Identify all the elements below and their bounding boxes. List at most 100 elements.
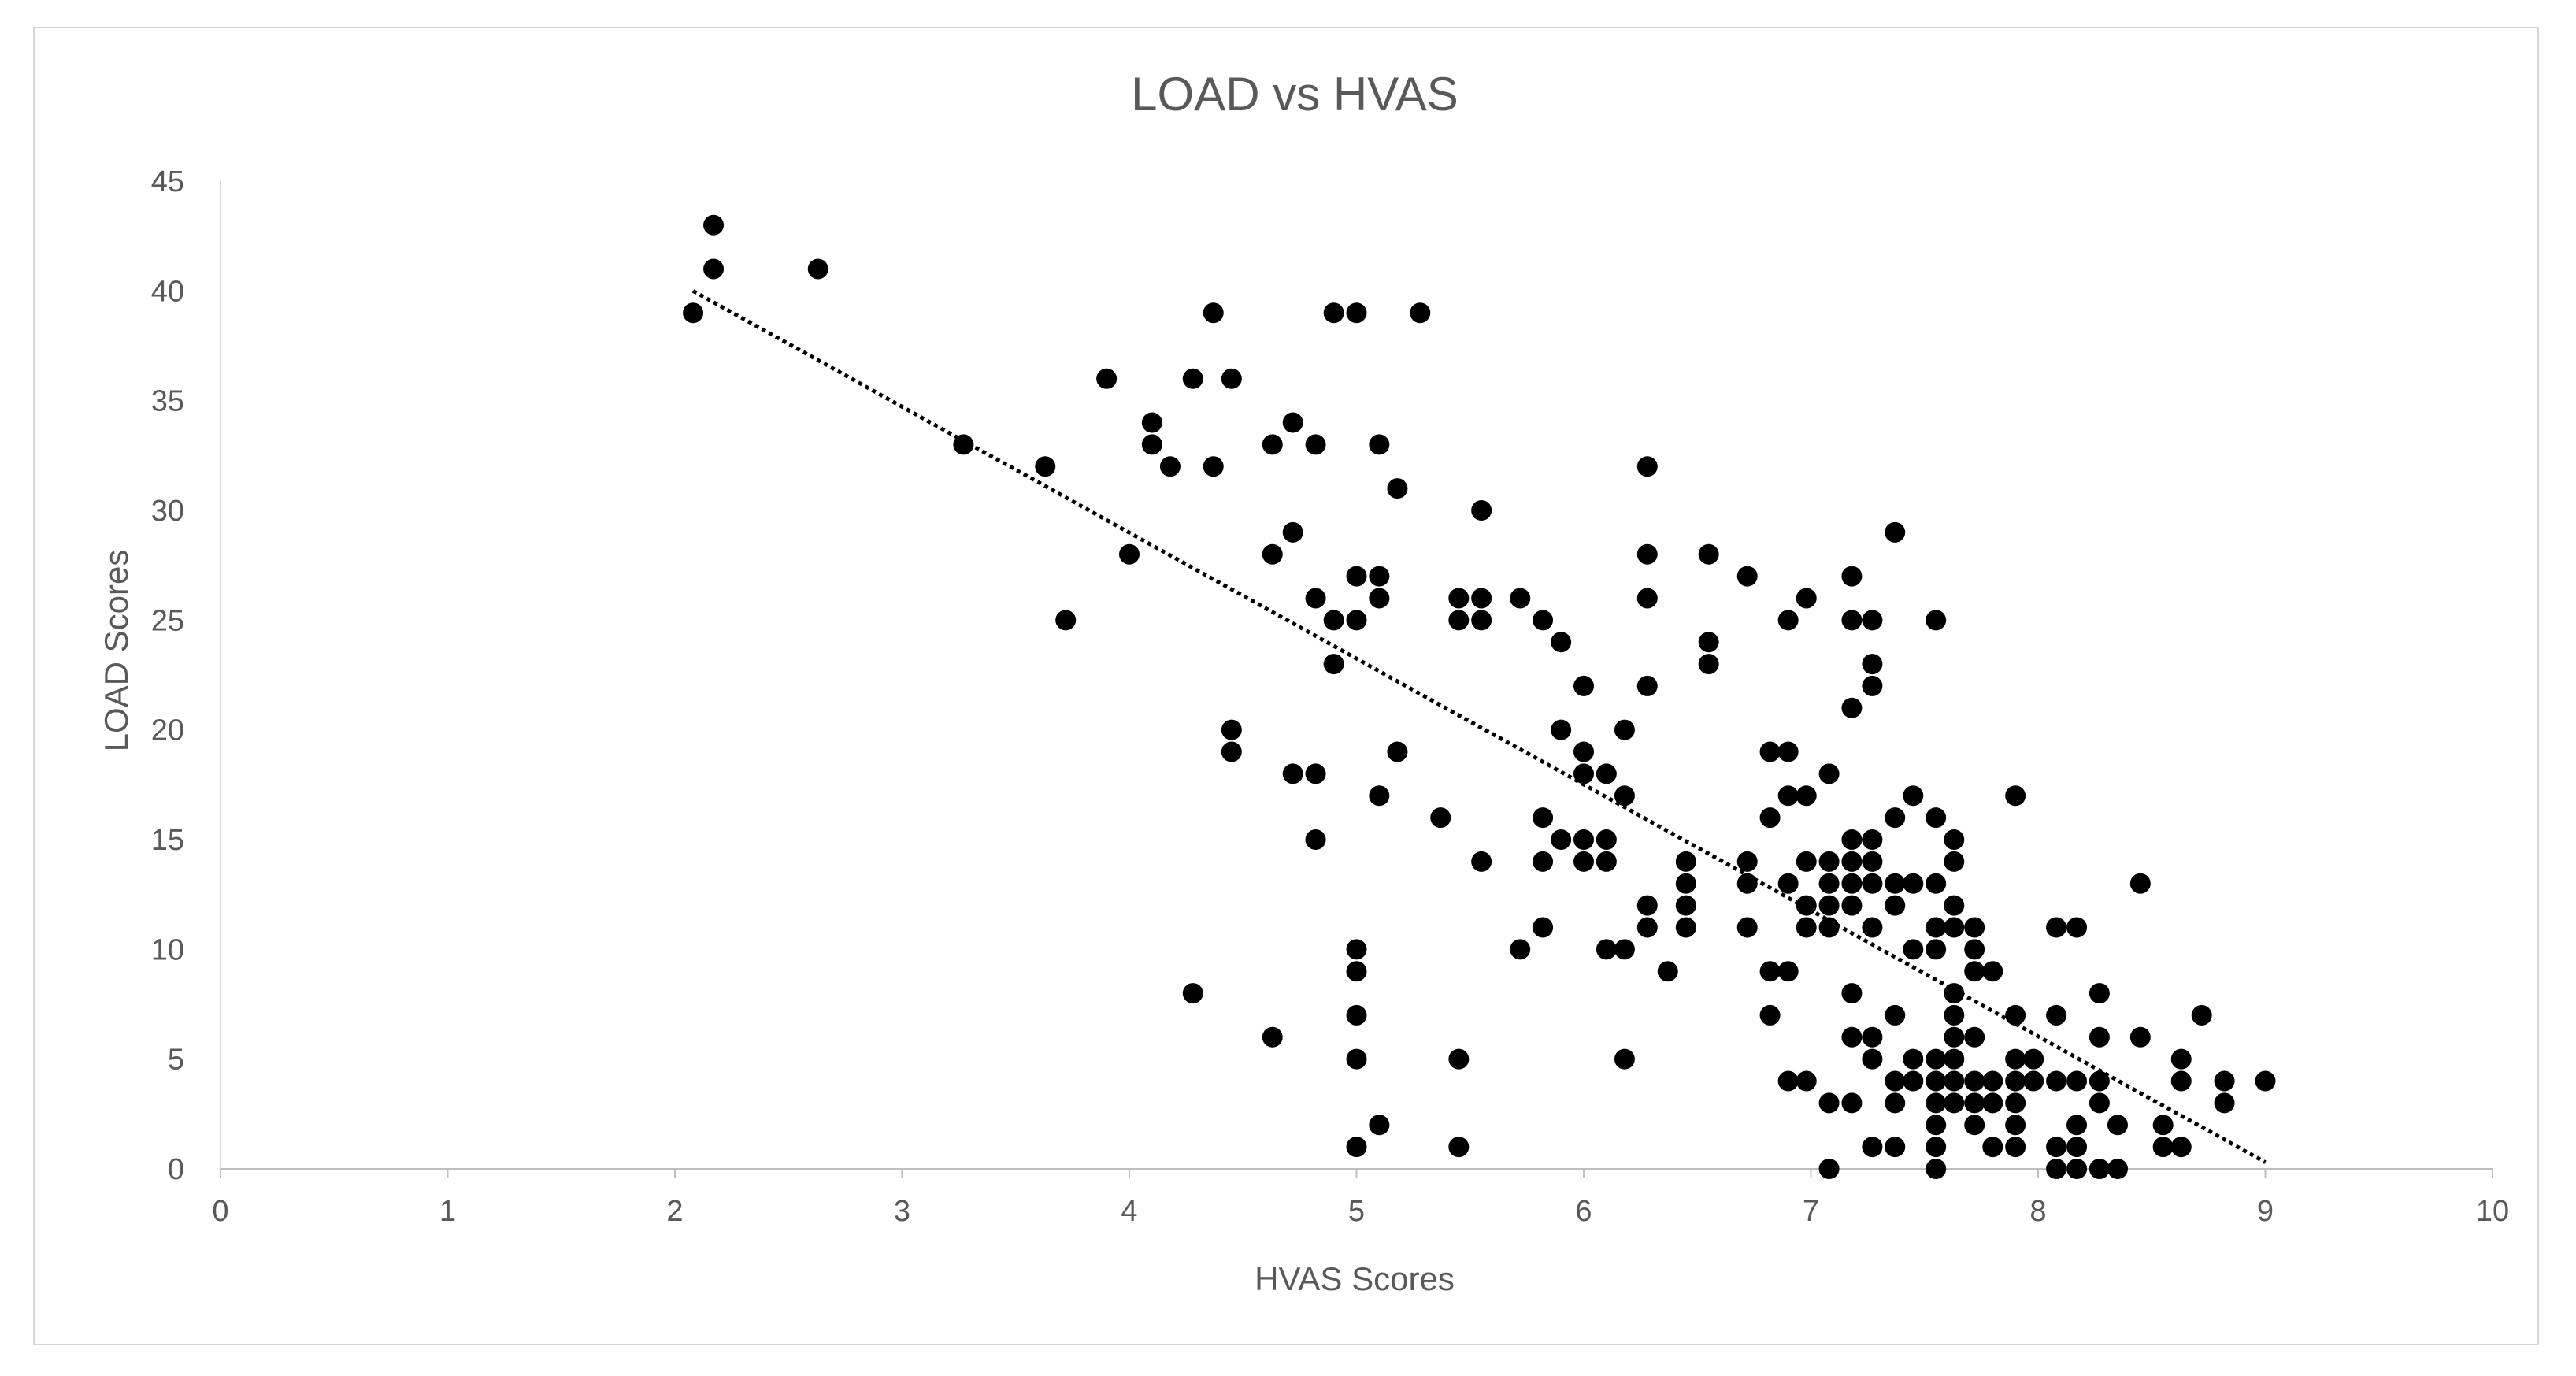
data-point (1573, 675, 1594, 696)
data-point (1035, 456, 1056, 477)
data-point (1777, 961, 1799, 982)
data-point (1675, 851, 1696, 872)
data-point (1448, 1137, 1470, 1158)
y-tick-label: 30 (151, 495, 184, 528)
data-point (2170, 1048, 2192, 1070)
trendline (691, 289, 2267, 1164)
data-point (1346, 610, 1367, 631)
x-tick-label: 3 (894, 1195, 910, 1228)
y-axis: 0 5 10 15 20 25 30 35 40 45 (151, 165, 221, 1186)
data-point (1885, 1092, 1906, 1114)
data-point (1698, 654, 1719, 675)
data-point (1818, 1092, 1840, 1114)
data-point (1533, 807, 1554, 829)
data-point (1573, 763, 1594, 784)
data-point (1926, 1115, 1947, 1136)
chart-title: LOAD vs HVAS (1131, 68, 1458, 121)
data-point (1141, 412, 1162, 433)
data-point (1818, 873, 1840, 894)
data-point (1305, 588, 1326, 609)
data-point (1982, 1137, 2003, 1158)
y-tick-label: 25 (151, 604, 184, 637)
data-point (1346, 961, 1367, 982)
data-point (1964, 1070, 1985, 1092)
data-point (1323, 302, 1344, 324)
data-point (2046, 917, 2067, 938)
data-point (1510, 939, 1531, 960)
data-point (2107, 1115, 2128, 1136)
data-point (1926, 1092, 1947, 1114)
data-point (1818, 1159, 1840, 1179)
data-point (1262, 434, 1283, 455)
data-point (1885, 1137, 1906, 1158)
data-point (1862, 873, 1883, 894)
data-point (1777, 873, 1799, 894)
data-point (1926, 917, 1947, 938)
data-point (1885, 873, 1906, 894)
data-point (1964, 1026, 1985, 1048)
data-point (2005, 1137, 2026, 1158)
data-point (1346, 1137, 1367, 1158)
data-point (1818, 851, 1840, 872)
data-point (1596, 829, 1617, 850)
data-point (2089, 1092, 2110, 1114)
data-point (1903, 785, 1924, 807)
data-point (2191, 1004, 2212, 1026)
y-tick-label: 35 (151, 385, 184, 418)
data-point (1944, 851, 1965, 872)
y-tick-label: 5 (168, 1044, 184, 1077)
y-tick-label: 20 (151, 714, 184, 747)
data-point (1323, 610, 1344, 631)
data-point (1862, 1137, 1883, 1158)
data-point (2089, 1159, 2110, 1179)
data-point (2005, 1070, 2026, 1092)
data-point (2089, 1026, 2110, 1048)
data-point (2170, 1070, 2192, 1092)
data-point (1346, 1004, 1367, 1026)
data-point (1885, 1070, 1906, 1092)
data-point (2023, 1070, 2044, 1092)
y-tick-label: 45 (151, 165, 184, 198)
data-point (1262, 543, 1283, 565)
data-point (1944, 1004, 1965, 1026)
data-point (1862, 675, 1883, 696)
data-point (1636, 895, 1658, 916)
data-point (1736, 566, 1758, 587)
data-point (1777, 610, 1799, 631)
data-point (1369, 588, 1390, 609)
data-point (1410, 302, 1431, 324)
data-point (1796, 1070, 1817, 1092)
x-axis: 0 1 2 3 4 5 6 7 8 9 10 (212, 1168, 2509, 1228)
data-point (1305, 763, 1326, 784)
data-point (2046, 1070, 2067, 1092)
data-point (1944, 983, 1965, 1004)
data-point (2214, 1092, 2235, 1114)
data-point (1369, 785, 1390, 807)
data-point (1777, 741, 1799, 762)
data-point (1203, 456, 1224, 477)
data-point (1903, 1070, 1924, 1092)
data-point (2046, 1159, 2067, 1179)
data-points (683, 214, 2276, 1179)
data-point (703, 258, 725, 280)
data-point (1862, 654, 1883, 675)
data-point (1903, 939, 1924, 960)
data-point (2066, 917, 2088, 938)
data-point (2089, 983, 2110, 1004)
data-point (703, 214, 725, 236)
trendline-group (691, 289, 2267, 1164)
data-point (1533, 610, 1554, 631)
data-point (2255, 1070, 2276, 1092)
data-point (1841, 851, 1863, 872)
x-tick-label: 2 (666, 1195, 683, 1228)
data-point (1885, 807, 1906, 829)
data-point (1818, 895, 1840, 916)
data-point (1182, 368, 1203, 389)
data-point (2170, 1137, 2192, 1158)
data-point (2066, 1137, 2088, 1158)
data-point (1926, 873, 1947, 894)
data-point (1346, 1048, 1367, 1070)
data-point (1471, 610, 1492, 631)
data-point (1141, 434, 1162, 455)
